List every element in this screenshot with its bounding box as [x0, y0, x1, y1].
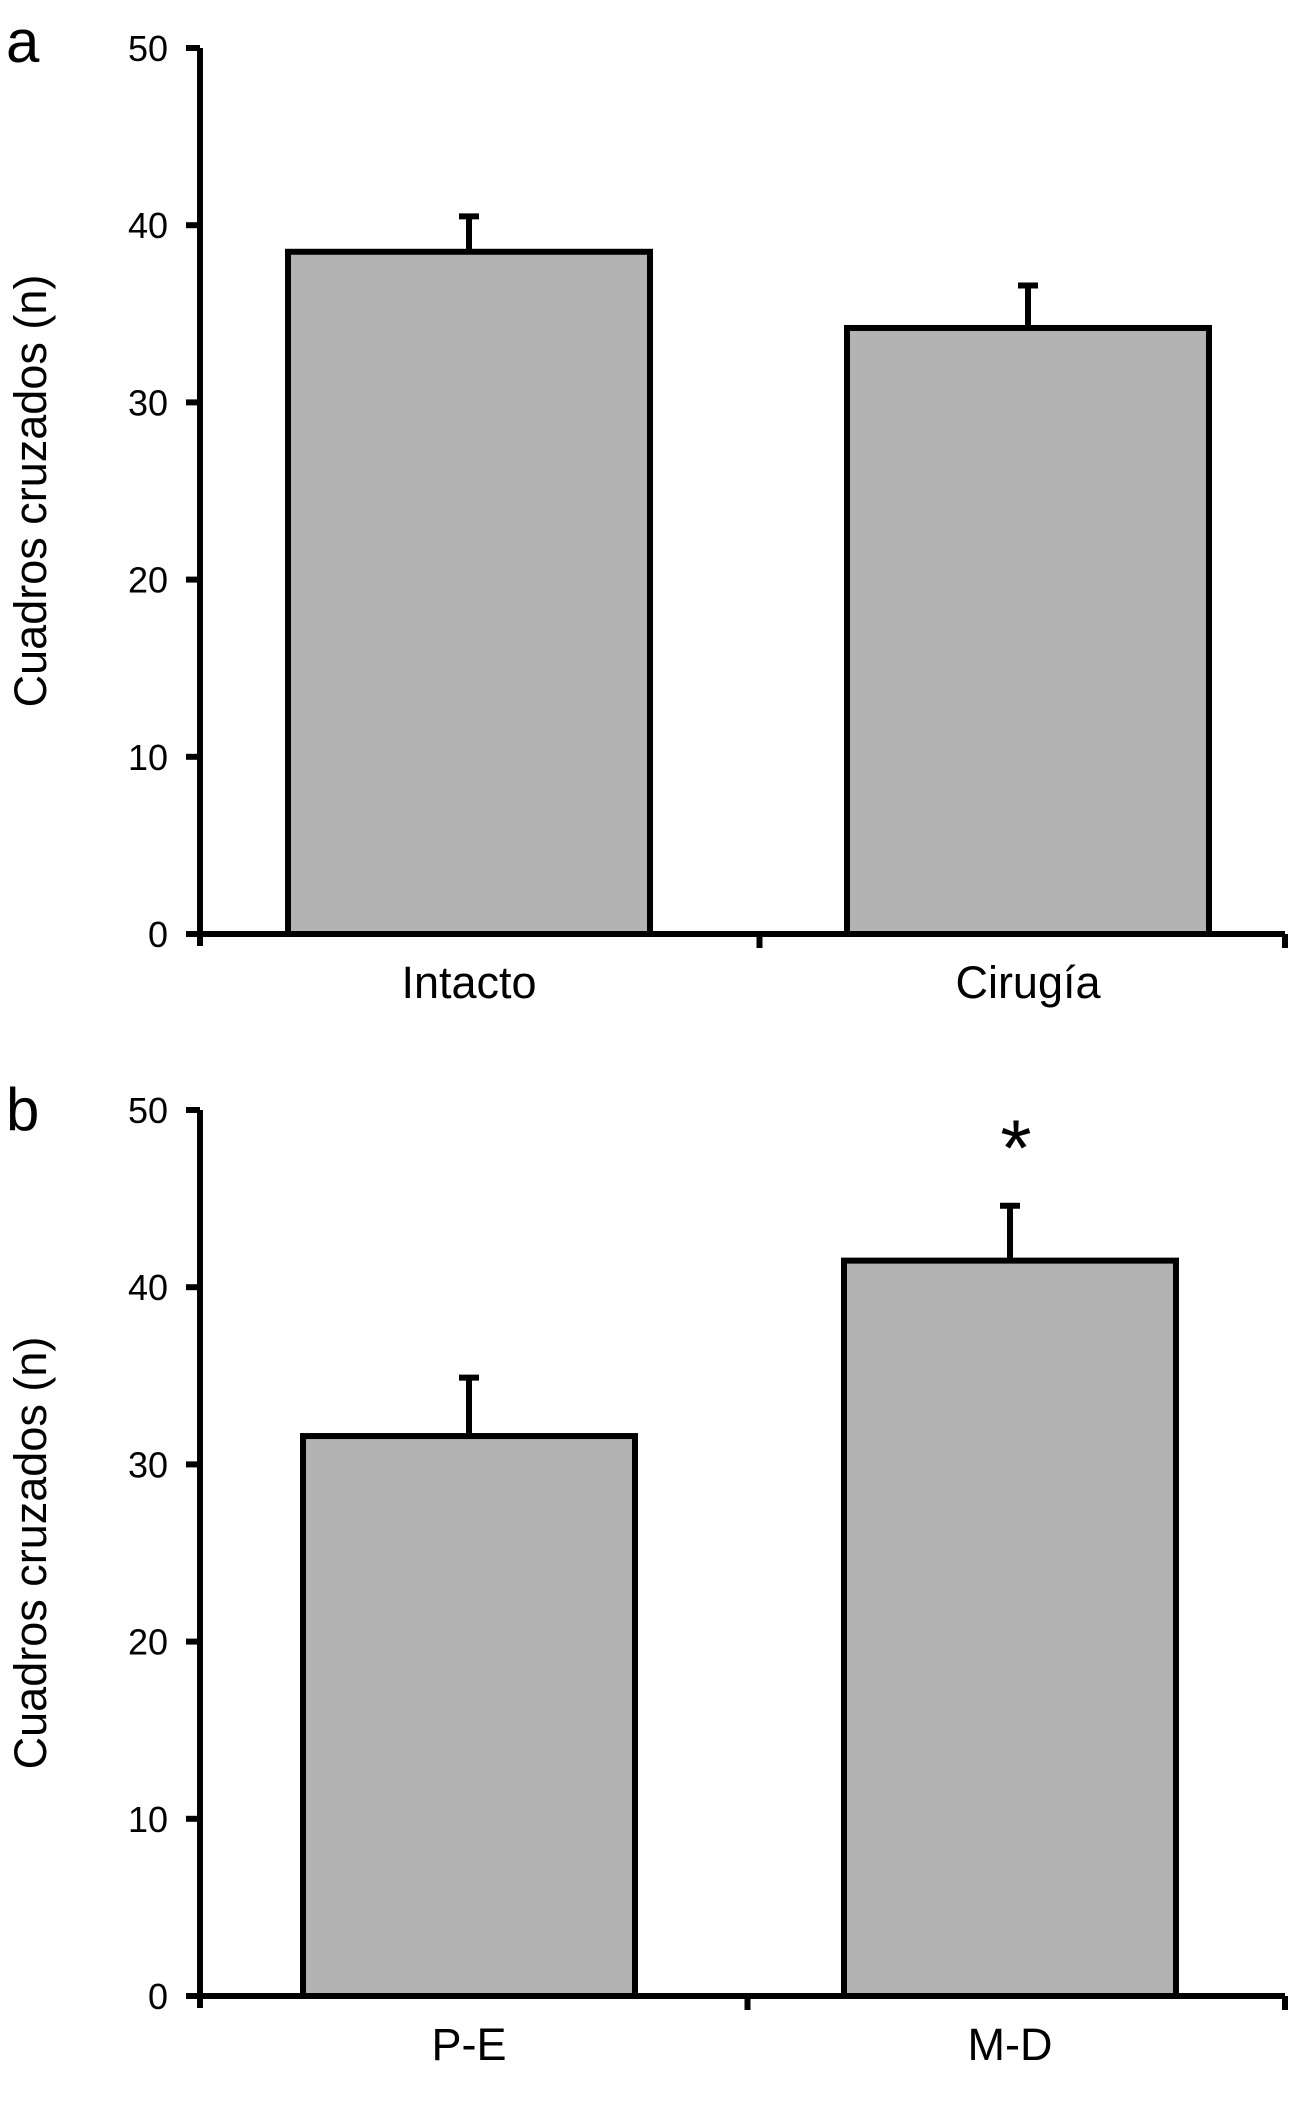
- panel-a: a Cuadros cruzados (n) Intacto Cirugía 0 10 20…: [5, 8, 1288, 1008]
- y-tick-label: 10: [128, 1799, 168, 1840]
- y-tick-label: 20: [128, 560, 168, 601]
- category-label: M-D: [968, 2019, 1053, 2070]
- bar-m-d: [841, 1257, 1179, 1999]
- bar-cirug-a: [844, 324, 1212, 937]
- y-tick-label: 0: [148, 1976, 168, 2017]
- category-label: P-E: [431, 2019, 506, 2070]
- category-label: Cirugía: [955, 957, 1101, 1008]
- y-tick-label: 40: [128, 1267, 168, 1308]
- y-tick-label: 50: [128, 1090, 168, 1131]
- y-tick-label: 30: [128, 382, 168, 423]
- y-axis-title: Cuadros cruzados (n): [5, 1337, 56, 1770]
- panel-label: a: [6, 8, 40, 75]
- bar-intacto: [285, 248, 653, 937]
- panel-b: b Cuadros cruzados (n) P-E M-D * 0 10 20 30 40 50: [5, 1076, 1288, 2070]
- y-tick-label: 30: [128, 1444, 168, 1485]
- bar-p-e: [300, 1433, 638, 1999]
- y-tick-label: 10: [128, 737, 168, 778]
- y-axis-title: Cuadros cruzados (n): [5, 275, 56, 708]
- y-tick-label: 40: [128, 205, 168, 246]
- panel-label: b: [6, 1076, 39, 1143]
- y-tick-label: 0: [148, 914, 168, 955]
- significance-marker: *: [1000, 1104, 1031, 1193]
- category-label: Intacto: [401, 957, 536, 1008]
- y-tick-label: 20: [128, 1622, 168, 1663]
- y-tick-label: 50: [128, 28, 168, 69]
